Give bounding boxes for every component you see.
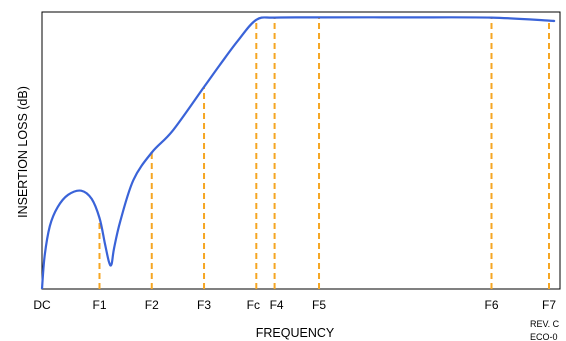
marker-lines	[98, 17, 550, 289]
plot-border	[41, 11, 561, 290]
x-tick-fc: Fc	[247, 298, 260, 312]
plot-frame	[41, 11, 561, 290]
x-tick-f5: F5	[312, 298, 326, 312]
revision-line-1: REV. C	[530, 319, 560, 329]
x-tick-f1: F1	[92, 298, 106, 312]
x-tick-f3: F3	[197, 298, 211, 312]
x-tick-f7: F7	[542, 298, 556, 312]
y-axis-title: INSERTION LOSS (dB)	[16, 86, 30, 218]
insertion-loss-curve	[40, 16, 556, 290]
x-axis-title: FREQUENCY	[256, 326, 335, 340]
x-tick-f2: F2	[145, 298, 159, 312]
x-tick-f4: F4	[270, 298, 284, 312]
revision-line-2: ECO-0	[530, 332, 558, 341]
x-tick-labels: DC F1 F2 F3 Fc F4 F5 F6 F7	[33, 298, 556, 312]
x-tick-dc: DC	[33, 298, 51, 312]
x-tick-f6: F6	[484, 298, 498, 312]
curve-layer	[40, 16, 556, 290]
